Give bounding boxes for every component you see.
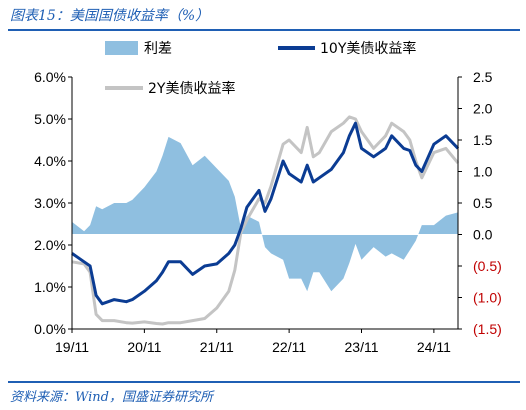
right-tick-label: (1.5) [473, 321, 502, 337]
left-tick-label: 2.0% [34, 237, 66, 253]
x-tick-label: 23/11 [345, 339, 379, 355]
line-2y [71, 115, 460, 326]
source-note: 资料来源：Wind，国盛证券研究所 [10, 390, 213, 405]
footer-rule [8, 381, 520, 383]
x-tick-label: 20/11 [127, 339, 161, 355]
x-tick-label: 19/11 [55, 339, 89, 355]
left-tick-label: 6.0% [34, 69, 66, 85]
right-tick-label: (1.0) [473, 290, 502, 306]
x-tick-label: 21/11 [200, 339, 234, 355]
right-tick-label: 0.0 [473, 227, 493, 243]
right-tick-label: 2.0 [473, 101, 493, 117]
legend-label-2y: 2Y美债收益率 [148, 80, 235, 97]
left-tick-label: 4.0% [34, 153, 66, 169]
x-tick-label: 22/11 [272, 339, 306, 355]
right-tick-label: (0.5) [473, 258, 502, 274]
right-tick-label: 1.5 [473, 132, 493, 148]
left-tick-label: 3.0% [34, 195, 66, 211]
left-tick-label: 0.0% [34, 321, 66, 337]
figure-title: 图表15：美国国债收益率（%） [10, 8, 210, 24]
legend-swatch-spread [105, 41, 138, 55]
left-tick-label: 5.0% [34, 111, 66, 127]
legend-label-spread: 利差 [144, 41, 172, 57]
spread-area-layer [72, 136, 458, 292]
spread-area [72, 136, 458, 292]
title-rule [8, 29, 520, 31]
tick-labels-layer: 0.0% 1.0% 2.0% 3.0% 4.0% 5.0% 6.0% (1.5) (1.0) (0… [34, 69, 502, 355]
right-tick-label: 1.0 [473, 164, 493, 180]
legend-label-10y: 10Y美债收益率 [320, 40, 416, 57]
legend: 利差 10Y美债收益率 2Y美债收益率 [105, 40, 416, 97]
left-tick-label: 1.0% [34, 279, 66, 295]
right-tick-label: 2.5 [473, 69, 493, 85]
axes-layer [68, 76, 462, 333]
right-tick-label: 0.5 [473, 195, 493, 211]
series-lines-layer [71, 115, 460, 326]
line-10y [71, 121, 460, 306]
x-tick-label: 24/11 [417, 339, 451, 355]
